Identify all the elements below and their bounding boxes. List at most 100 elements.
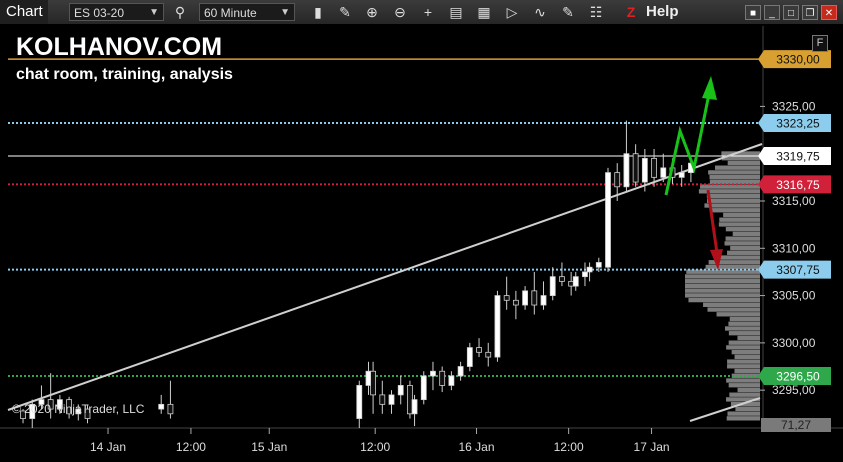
candlestick[interactable]	[623, 120, 630, 192]
candlestick[interactable]	[595, 257, 602, 272]
candlestick[interactable]	[84, 405, 91, 424]
volume-profile-bar	[735, 406, 760, 412]
volume-profile-bar	[685, 288, 760, 293]
close-icon[interactable]: ✕	[821, 5, 837, 20]
volume-profile-bar	[708, 170, 760, 175]
float-button[interactable]: F	[812, 35, 828, 52]
bars-icon[interactable]: ▮	[314, 4, 322, 20]
candlestick[interactable]	[503, 276, 510, 310]
volume-profile-bar	[730, 245, 760, 251]
candlestick[interactable]	[66, 396, 72, 419]
volume-profile-bar	[715, 255, 760, 260]
indicator-icon[interactable]: ∿	[534, 4, 546, 20]
candle-body	[56, 399, 63, 410]
green-arrow-head	[702, 76, 717, 100]
maximize-icon[interactable]: □	[783, 5, 799, 20]
zoom-in-icon[interactable]: ⊕	[366, 4, 378, 20]
volume-profile-bar	[721, 151, 760, 156]
candlestick[interactable]	[641, 148, 648, 192]
candlestick[interactable]	[448, 371, 455, 391]
candlestick[interactable]	[20, 409, 26, 424]
candlestick[interactable]	[439, 366, 446, 393]
price-tag-label: 3330,00	[776, 53, 820, 67]
volume-profile-bar	[725, 236, 760, 241]
candlestick[interactable]	[586, 262, 593, 282]
candlestick[interactable]	[466, 342, 473, 372]
z-logo-icon[interactable]: Z	[626, 4, 636, 20]
data-box-icon[interactable]: ▦	[477, 4, 491, 20]
candlestick[interactable]	[370, 361, 376, 414]
candle-body	[641, 158, 648, 183]
interval-selector[interactable]: 60 Minute ▼	[199, 3, 295, 21]
candlestick[interactable]	[75, 404, 82, 421]
candlestick[interactable]	[38, 385, 45, 410]
price-level-tag: 3307,75	[758, 260, 831, 279]
candlestick[interactable]	[356, 380, 363, 428]
candlestick[interactable]	[512, 290, 519, 320]
candlestick[interactable]	[167, 380, 174, 419]
candlestick[interactable]	[632, 144, 639, 187]
candlestick[interactable]	[494, 290, 501, 362]
rising-trendline[interactable]	[7, 143, 763, 411]
brand-tagline: chat room, training, analysis	[16, 66, 233, 83]
candle-body	[476, 347, 482, 353]
candlestick[interactable]	[379, 380, 386, 414]
candlestick[interactable]	[420, 371, 427, 405]
candlestick[interactable]	[559, 262, 565, 287]
candlestick[interactable]	[651, 148, 657, 187]
template-icon[interactable]: ✎	[562, 4, 574, 20]
candlestick[interactable]	[614, 163, 621, 201]
crosshair-icon[interactable]: +	[423, 4, 433, 20]
candlestick[interactable]	[476, 338, 482, 358]
candlestick[interactable]	[457, 361, 464, 381]
search-icon[interactable]: ⚲	[174, 4, 186, 20]
candle-body	[522, 290, 528, 306]
minimize-icon[interactable]: _	[764, 5, 780, 20]
volume-profile-bar	[727, 364, 760, 369]
candle-body	[20, 410, 26, 419]
restore-icon[interactable]: ❐	[802, 5, 818, 20]
chart-style-icon[interactable]: ☷	[589, 4, 603, 20]
price-tick-label: 3295,00	[772, 383, 816, 397]
strategy-icon[interactable]: ▷	[506, 4, 518, 20]
candle-body	[66, 399, 72, 415]
candlestick[interactable]	[411, 394, 418, 427]
candlestick[interactable]	[678, 165, 685, 187]
volume-value-label: 71,27	[781, 418, 811, 432]
volume-profile-bar	[731, 349, 760, 355]
help-menu[interactable]: Help	[646, 3, 679, 20]
instrument-selector[interactable]: ES 03-20 ▼	[69, 3, 164, 21]
pin-icon[interactable]: ■	[745, 5, 761, 20]
zoom-out-icon[interactable]: ⊖	[394, 4, 406, 20]
price-tick-label: 3300,00	[772, 336, 816, 350]
lower-trendline[interactable]	[689, 397, 761, 422]
price-tag-background	[758, 50, 831, 69]
red-forecast-arrow[interactable]	[706, 189, 719, 254]
candlestick[interactable]	[47, 373, 54, 419]
properties-icon[interactable]: ▤	[449, 4, 463, 20]
candlestick[interactable]	[56, 394, 63, 414]
candlestick[interactable]	[605, 167, 611, 272]
price-tick-label: 3310,00	[772, 241, 816, 255]
candlestick[interactable]	[549, 267, 556, 301]
candlestick[interactable]	[158, 394, 165, 414]
pencil-icon[interactable]: ✎	[339, 4, 351, 20]
candlestick[interactable]	[572, 271, 579, 291]
candlestick[interactable]	[430, 361, 436, 391]
candlestick[interactable]	[660, 153, 667, 183]
time-axis[interactable]: 14 Jan 12:00 15 Jan 12:00 16 Jan 12:00 17 Jan	[90, 428, 670, 454]
candle-body	[540, 295, 547, 306]
volume-profile-bar	[723, 212, 760, 218]
candlestick[interactable]	[531, 271, 538, 315]
candlestick[interactable]	[522, 286, 528, 310]
candlestick[interactable]	[540, 281, 547, 310]
candlestick[interactable]	[388, 390, 395, 414]
candlestick[interactable]	[29, 399, 36, 428]
candlestick[interactable]	[582, 262, 588, 287]
candlestick[interactable]	[485, 342, 492, 367]
green-forecast-arrow[interactable]	[664, 83, 713, 196]
candlestick[interactable]	[397, 375, 404, 405]
volume-profile-bar	[688, 297, 760, 303]
candle-body	[559, 276, 565, 282]
